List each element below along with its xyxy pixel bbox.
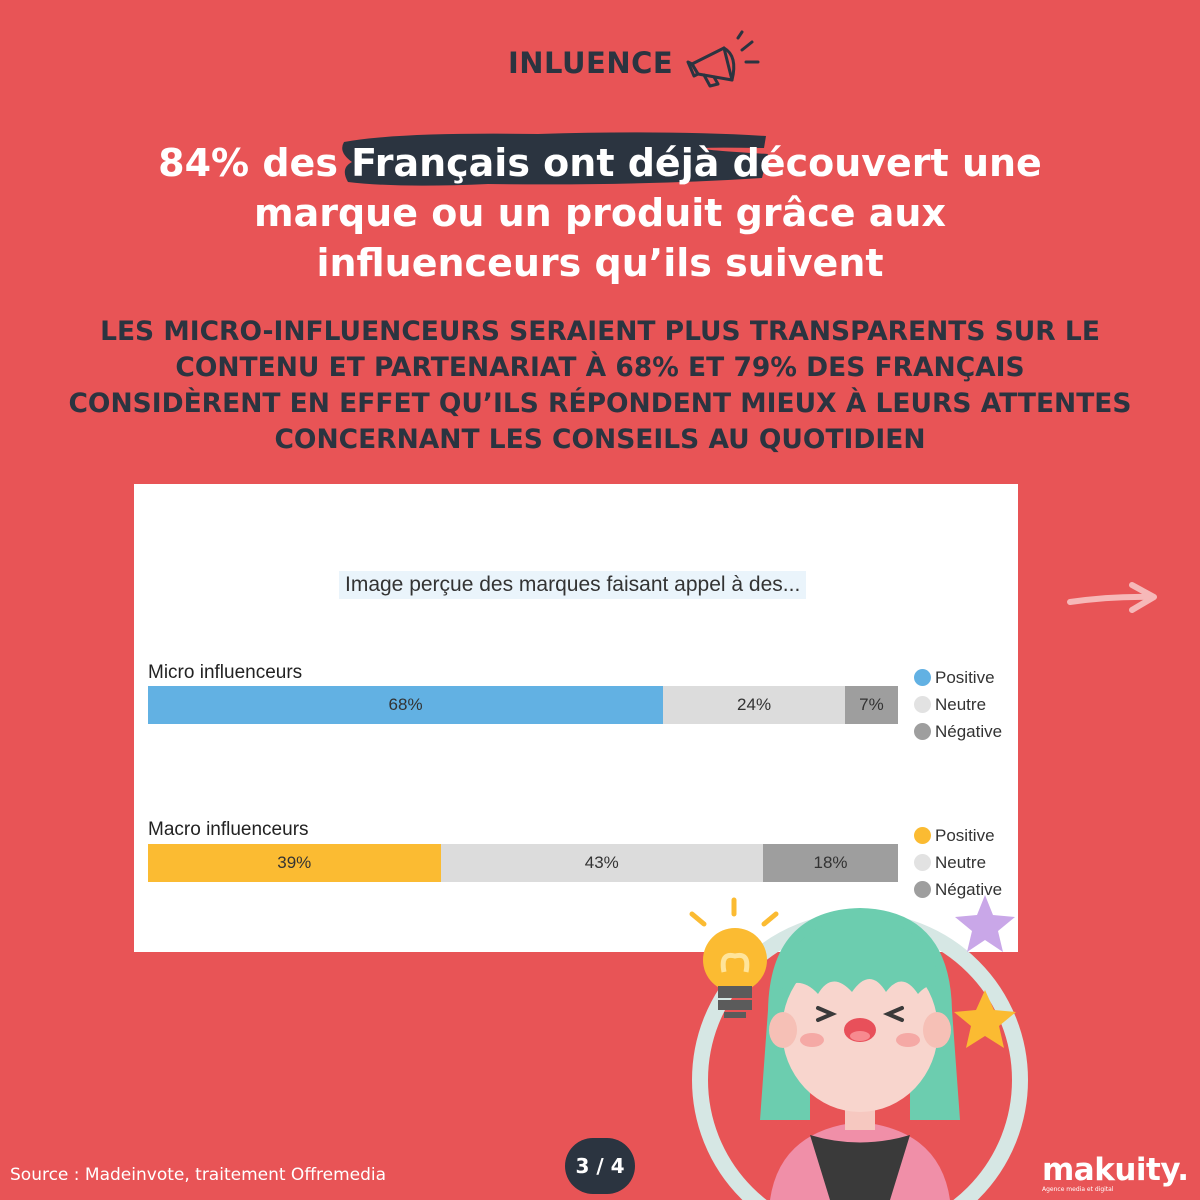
brand-logo: makuity. Agence media et digital [1042, 1152, 1189, 1193]
data-label: 68% [388, 695, 423, 714]
legend-dot-positive [914, 669, 931, 686]
legend-dot-neutral [914, 696, 931, 713]
legend-label-positive: Positive [935, 667, 995, 687]
megaphone-icon [686, 30, 760, 88]
legend-dot-negative [914, 881, 931, 898]
legend-dot-negative [914, 723, 931, 740]
chart-title: Image perçue des marques faisant appel à… [339, 571, 807, 599]
page-indicator: 3 / 4 [565, 1138, 635, 1194]
bar-segment-negative: 7% [844, 686, 898, 724]
headline-post: couvert une [785, 141, 1042, 185]
legend-item-neutral: Neutre [914, 849, 1002, 876]
legend-label-negative: Négative [935, 721, 1003, 741]
legend-label-neutral: Neutre [935, 694, 987, 714]
brush-highlight [342, 132, 768, 186]
lightbulb-icon [689, 897, 779, 1018]
data-label: 7% [859, 695, 884, 714]
legend-item-positive: Positive [914, 664, 1002, 691]
subhead-line-1: LES MICRO-INFLUENCEURS SERAIENT PLUS TRA… [100, 316, 1100, 347]
legend-dot-positive [914, 827, 931, 844]
bar-row-micro: 68% 24% 7% [148, 686, 898, 724]
subheadline: LES MICRO-INFLUENCEURS SERAIENT PLUS TRA… [40, 314, 1160, 458]
data-label: 39% [277, 853, 312, 872]
bar-segment-neutral: 24% [663, 686, 845, 724]
legend-micro: Positive Neutre Négative [914, 664, 1002, 745]
legend-label-positive: Positive [935, 825, 995, 845]
brand-name: makuity. [1042, 1152, 1189, 1188]
bar-segment-negative: 18% [763, 844, 898, 882]
subhead-line-4: CONCERNANT LES CONSEILS AU QUOTIDIEN [274, 424, 926, 455]
headline-line-2: marque ou un produit grâce aux [254, 191, 946, 235]
legend-dot-neutral [914, 854, 931, 871]
headline: 84% des Français ont déjà découvert une … [100, 138, 1100, 288]
legend-label-negative: Négative [935, 879, 1003, 899]
legend-item-neutral: Neutre [914, 691, 1002, 718]
headline-pre: 84% des [158, 141, 352, 185]
subhead-line-2: CONTENU ET PARTENARIAT À 68% ET 79% DES … [175, 352, 1025, 383]
chart-card: Image perçue des marques faisant appel à… [134, 484, 1018, 952]
header: INLUENCE [0, 30, 1200, 100]
legend-item-positive: Positive [914, 822, 1002, 849]
headline-highlight: Français ont déjà dé [351, 141, 786, 185]
bar-segment-positive: 39% [148, 844, 441, 882]
legend-label-neutral: Neutre [935, 852, 987, 872]
brand-tagline: Agence media et digital [1042, 1186, 1114, 1193]
subhead-line-3: CONSIDÈRENT EN EFFET QU’ILS RÉPONDENT MI… [68, 388, 1132, 419]
category-label-macro: Macro influenceurs [148, 819, 309, 840]
bar-segment-positive: 68% [148, 686, 664, 724]
bar-row-macro: 39% 43% 18% [148, 844, 898, 882]
headline-line-3: influenceurs qu’ils suivent [316, 241, 884, 285]
data-label: 24% [737, 695, 772, 714]
star-icon [954, 990, 1016, 1048]
star-icon [955, 895, 1015, 952]
arrow-right-icon [1067, 582, 1157, 613]
legend-item-negative: Négative [914, 718, 1002, 745]
data-label: 18% [813, 853, 848, 872]
character-illustration [689, 895, 1028, 1200]
legend-item-negative: Négative [914, 876, 1002, 903]
data-label: 43% [584, 853, 619, 872]
section-label: INLUENCE [508, 46, 674, 80]
legend-macro: Positive Neutre Négative [914, 822, 1002, 903]
category-label-micro: Micro influenceurs [148, 662, 303, 683]
source-note: Source : Madeinvote, traitement Offremed… [10, 1165, 387, 1185]
headline-line-1: 84% des Français ont déjà découvert une [100, 138, 1100, 188]
bar-segment-neutral: 43% [440, 844, 763, 882]
